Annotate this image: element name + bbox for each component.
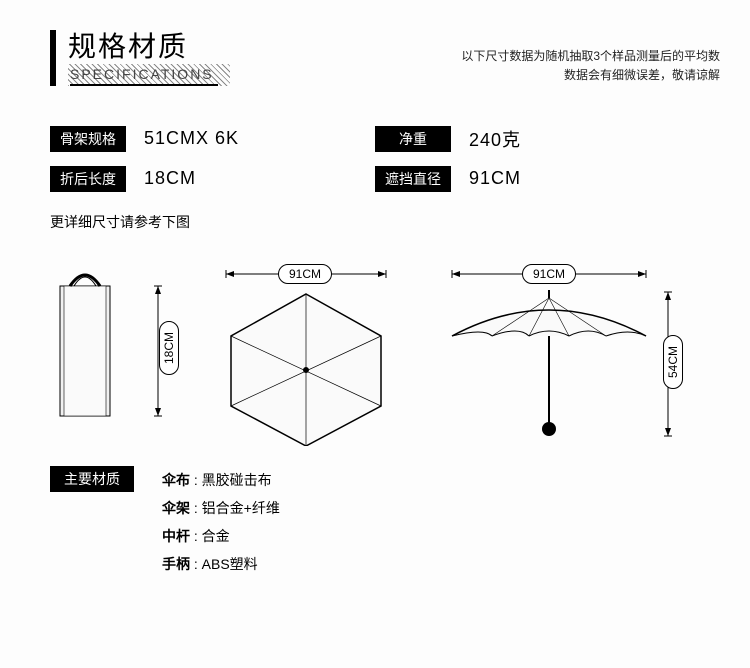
specs-grid: 骨架规格 51CMX 6K 净重 240克 折后长度 18CM 遮挡直径 91C…	[0, 86, 750, 192]
diagram-umbrella: 91CM 54CM	[434, 256, 684, 446]
frame-value: 51CMX 6K	[144, 128, 239, 149]
mat-k-3: 手柄	[162, 556, 190, 572]
diagram-folded	[50, 256, 120, 426]
header-note: 以下尺寸数据为随机抽取3个样品测量后的平均数 数据会有细微误差，敬请谅解	[461, 47, 720, 85]
mat-v-3: ABS塑料	[202, 556, 258, 572]
note-line2: 数据会有细微误差，敬请谅解	[461, 66, 720, 85]
spec-row-frame: 骨架规格 51CMX 6K	[50, 126, 375, 152]
title-en: SPECIFICATIONS	[70, 66, 218, 86]
mat-v-1: 铝合金+纤维	[202, 500, 280, 516]
mat-k-0: 伞布	[162, 472, 190, 488]
weight-value: 240克	[469, 126, 521, 152]
weight-label-badge: 净重	[375, 126, 451, 152]
title-block: 规格材质 SPECIFICATIONS	[50, 30, 230, 86]
spec-row-weight: 净重 240克	[375, 126, 700, 152]
materials-block: 主要材质 伞布 : 黑胶碰击布 伞架 : 铝合金+纤维 中杆 : 合金 手柄 :…	[0, 446, 750, 578]
folded-value: 18CM	[144, 168, 196, 189]
mat-v-0: 黑胶碰击布	[202, 472, 272, 488]
diagrams-row: 18CM 91CM	[0, 232, 750, 446]
material-row: 中杆 : 合金	[162, 522, 280, 550]
materials-list: 伞布 : 黑胶碰击布 伞架 : 铝合金+纤维 中杆 : 合金 手柄 : ABS塑…	[162, 466, 280, 578]
material-row: 伞架 : 铝合金+纤维	[162, 494, 280, 522]
mat-k-1: 伞架	[162, 500, 190, 516]
folded-icon	[50, 256, 120, 426]
title-cn: 规格材质	[68, 30, 230, 64]
umbrella-height-label: 54CM	[663, 335, 683, 389]
diameter-value: 91CM	[469, 168, 521, 189]
mat-v-2: 合金	[202, 528, 230, 544]
material-row: 伞布 : 黑胶碰击布	[162, 466, 280, 494]
umbrella-icon	[434, 256, 684, 446]
sub-note: 更详细尺寸请参考下图	[0, 192, 750, 232]
diameter-label-badge: 遮挡直径	[375, 166, 451, 192]
umbrella-width-label: 91CM	[522, 264, 576, 284]
folded-height-label: 18CM	[159, 321, 179, 375]
mat-k-2: 中杆	[162, 528, 190, 544]
diagram-folded-dim: 18CM	[148, 256, 178, 426]
material-row: 手柄 : ABS塑料	[162, 550, 280, 578]
folded-label-badge: 折后长度	[50, 166, 126, 192]
hex-icon	[206, 256, 406, 446]
diagram-hex: 91CM	[206, 256, 406, 446]
materials-label-badge: 主要材质	[50, 466, 134, 492]
spec-row-folded: 折后长度 18CM	[50, 166, 375, 192]
note-line1: 以下尺寸数据为随机抽取3个样品测量后的平均数	[461, 47, 720, 66]
hex-width-label: 91CM	[278, 264, 332, 284]
frame-label-badge: 骨架规格	[50, 126, 126, 152]
title-en-bg: SPECIFICATIONS	[68, 64, 230, 86]
spec-row-diameter: 遮挡直径 91CM	[375, 166, 700, 192]
